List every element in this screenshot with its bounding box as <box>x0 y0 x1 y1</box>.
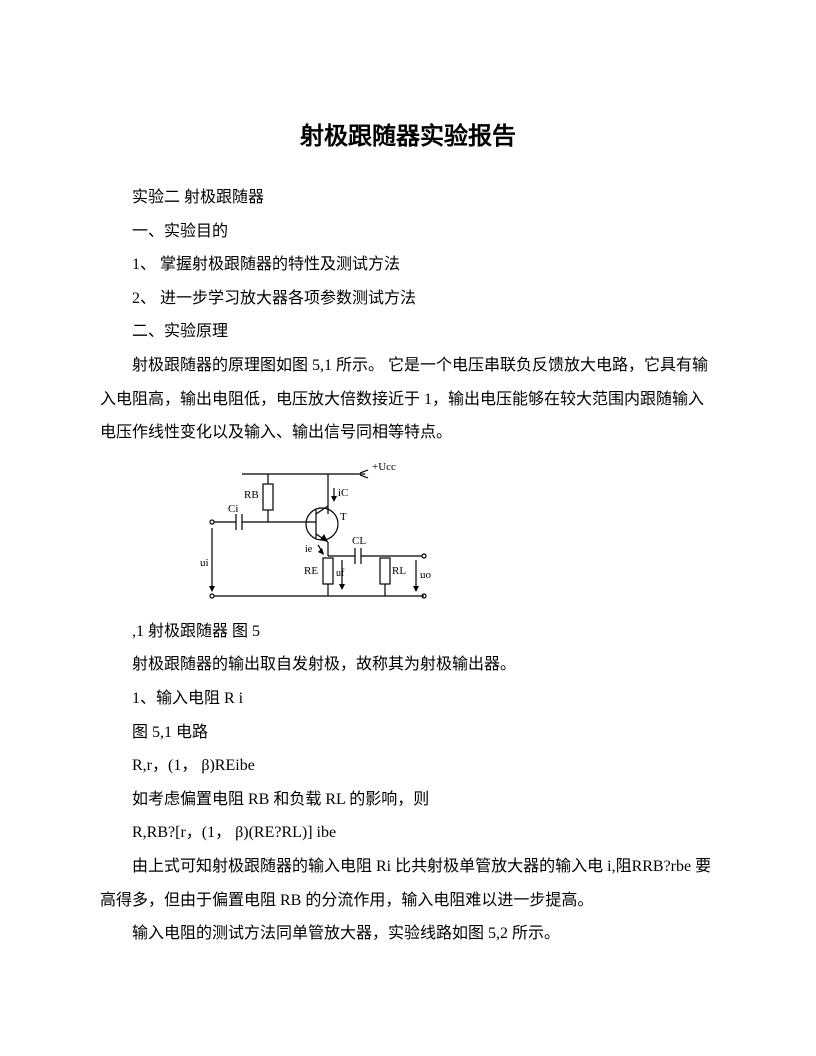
label-uf: uf <box>336 568 345 579</box>
page-container: 射极跟随器实验报告 实验二 射极跟随器 一、实验目的 1、 掌握射极跟随器的特性… <box>0 0 816 1011</box>
principle-body: 射极跟随器的原理图如图 5,1 所示。 它是一个电压串联负反馈放大电路，它具有输… <box>100 349 716 450</box>
label-ie: ie <box>305 544 313 555</box>
objective-item-1: 1、 掌握射极跟随器的特性及测试方法 <box>100 248 716 282</box>
objective-item-2: 2、 进一步学习放大器各项参数测试方法 <box>100 282 716 316</box>
label-ucc: +Ucc <box>372 461 396 473</box>
label-cl: CL <box>352 535 366 547</box>
formula-2: R,RB?[r，(1， β)(RE?RL)] ibe <box>100 816 716 850</box>
label-ui: ui <box>200 557 209 569</box>
section-principle: 二、实验原理 <box>100 315 716 349</box>
formula-intro: 如考虑偏置电阻 RB 和负载 RL 的影响，则 <box>100 783 716 817</box>
figure-caption: ,1 射极跟随器 图 5 <box>100 615 716 649</box>
label-t: T <box>340 511 347 523</box>
analysis-para: 由上式可知射极跟随器的输入电阻 Ri 比共射极单管放大器的输入电 i,阻RRB?… <box>100 850 716 917</box>
figure-ref: 图 5,1 电路 <box>100 716 716 750</box>
label-re: RE <box>304 565 318 577</box>
label-uo: uo <box>420 569 432 581</box>
section-objective: 一、实验目的 <box>100 215 716 249</box>
label-ci: Ci <box>228 503 238 515</box>
circuit-diagram: +Ucc iC RB Ci <box>200 456 716 611</box>
subsection-ri: 1、输入电阻 R i <box>100 682 716 716</box>
circuit-svg: +Ucc iC RB Ci <box>200 456 450 611</box>
test-method-para: 输入电阻的测试方法同单管放大器，实验线路如图 5,2 所示。 <box>100 917 716 951</box>
label-rl: RL <box>392 565 406 577</box>
formula-1: R,r，(1， β)REibe <box>100 749 716 783</box>
label-ic: iC <box>338 487 348 499</box>
para-output-emitter: 射极跟随器的输出取自发射极，故称其为射极输出器。 <box>100 648 716 682</box>
label-rb: RB <box>244 489 259 501</box>
experiment-subtitle: 实验二 射极跟随器 <box>100 181 716 215</box>
page-title: 射极跟随器实验报告 <box>100 116 716 151</box>
